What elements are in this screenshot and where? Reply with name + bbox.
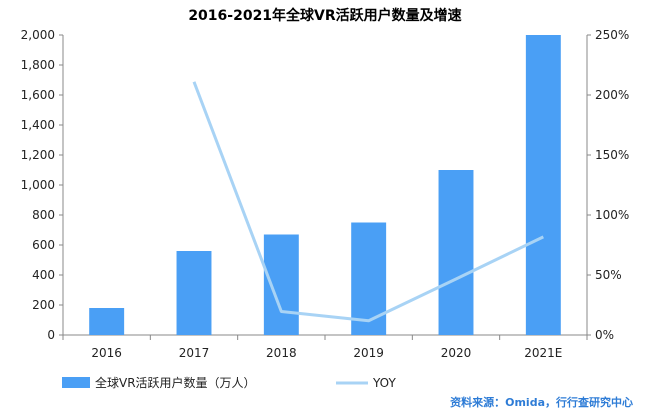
legend-bar-label: 全球VR活跃用户数量（万人） bbox=[95, 375, 256, 390]
right-tick-label: 200% bbox=[595, 88, 629, 102]
source-note: 资料来源：Omida，行行查研究中心 bbox=[450, 395, 633, 409]
x-tick-label: 2019 bbox=[353, 346, 384, 360]
left-tick-label: 1,600 bbox=[21, 88, 55, 102]
right-tick-label: 50% bbox=[595, 268, 622, 282]
legend: 全球VR活跃用户数量（万人） YOY bbox=[62, 375, 396, 390]
yoy-line bbox=[192, 81, 544, 323]
right-tick-label: 150% bbox=[595, 148, 629, 162]
bar-2017 bbox=[176, 251, 212, 335]
right-tick-label: 250% bbox=[595, 28, 629, 42]
left-tick-label: 2,000 bbox=[21, 28, 55, 42]
bar-2016 bbox=[89, 308, 125, 335]
yoy-line-series bbox=[192, 81, 544, 323]
legend-line-label: YOY bbox=[372, 376, 396, 390]
left-tick-label: 0 bbox=[47, 328, 55, 342]
chart-title: 2016-2021年全球VR活跃用户数量及增速 bbox=[188, 7, 461, 24]
left-tick-label: 600 bbox=[32, 238, 55, 252]
left-tick-label: 1,800 bbox=[21, 58, 55, 72]
x-tick-label: 2021E bbox=[524, 346, 562, 360]
bar-2021E bbox=[525, 35, 561, 335]
x-tick-label: 2018 bbox=[266, 346, 297, 360]
left-tick-label: 1,200 bbox=[21, 148, 55, 162]
left-tick-label: 1,400 bbox=[21, 118, 55, 132]
left-tick-label: 1,000 bbox=[21, 178, 55, 192]
axes: 0 200 400 600 800 1,000 1,200 1,400 1,600 1,800 2,… bbox=[21, 28, 630, 360]
left-tick-label: 200 bbox=[32, 298, 55, 312]
left-tick-label: 400 bbox=[32, 268, 55, 282]
bar-series bbox=[89, 35, 561, 335]
left-tick-label: 800 bbox=[32, 208, 55, 222]
x-tick-label: 2020 bbox=[441, 346, 472, 360]
right-tick-label: 0% bbox=[595, 328, 614, 342]
legend-bar-swatch bbox=[62, 377, 90, 388]
bar-2020 bbox=[438, 170, 474, 335]
bar-2018 bbox=[263, 234, 299, 335]
x-tick-label: 2017 bbox=[179, 346, 210, 360]
right-tick-label: 100% bbox=[595, 208, 629, 222]
x-tick-label: 2016 bbox=[91, 346, 122, 360]
